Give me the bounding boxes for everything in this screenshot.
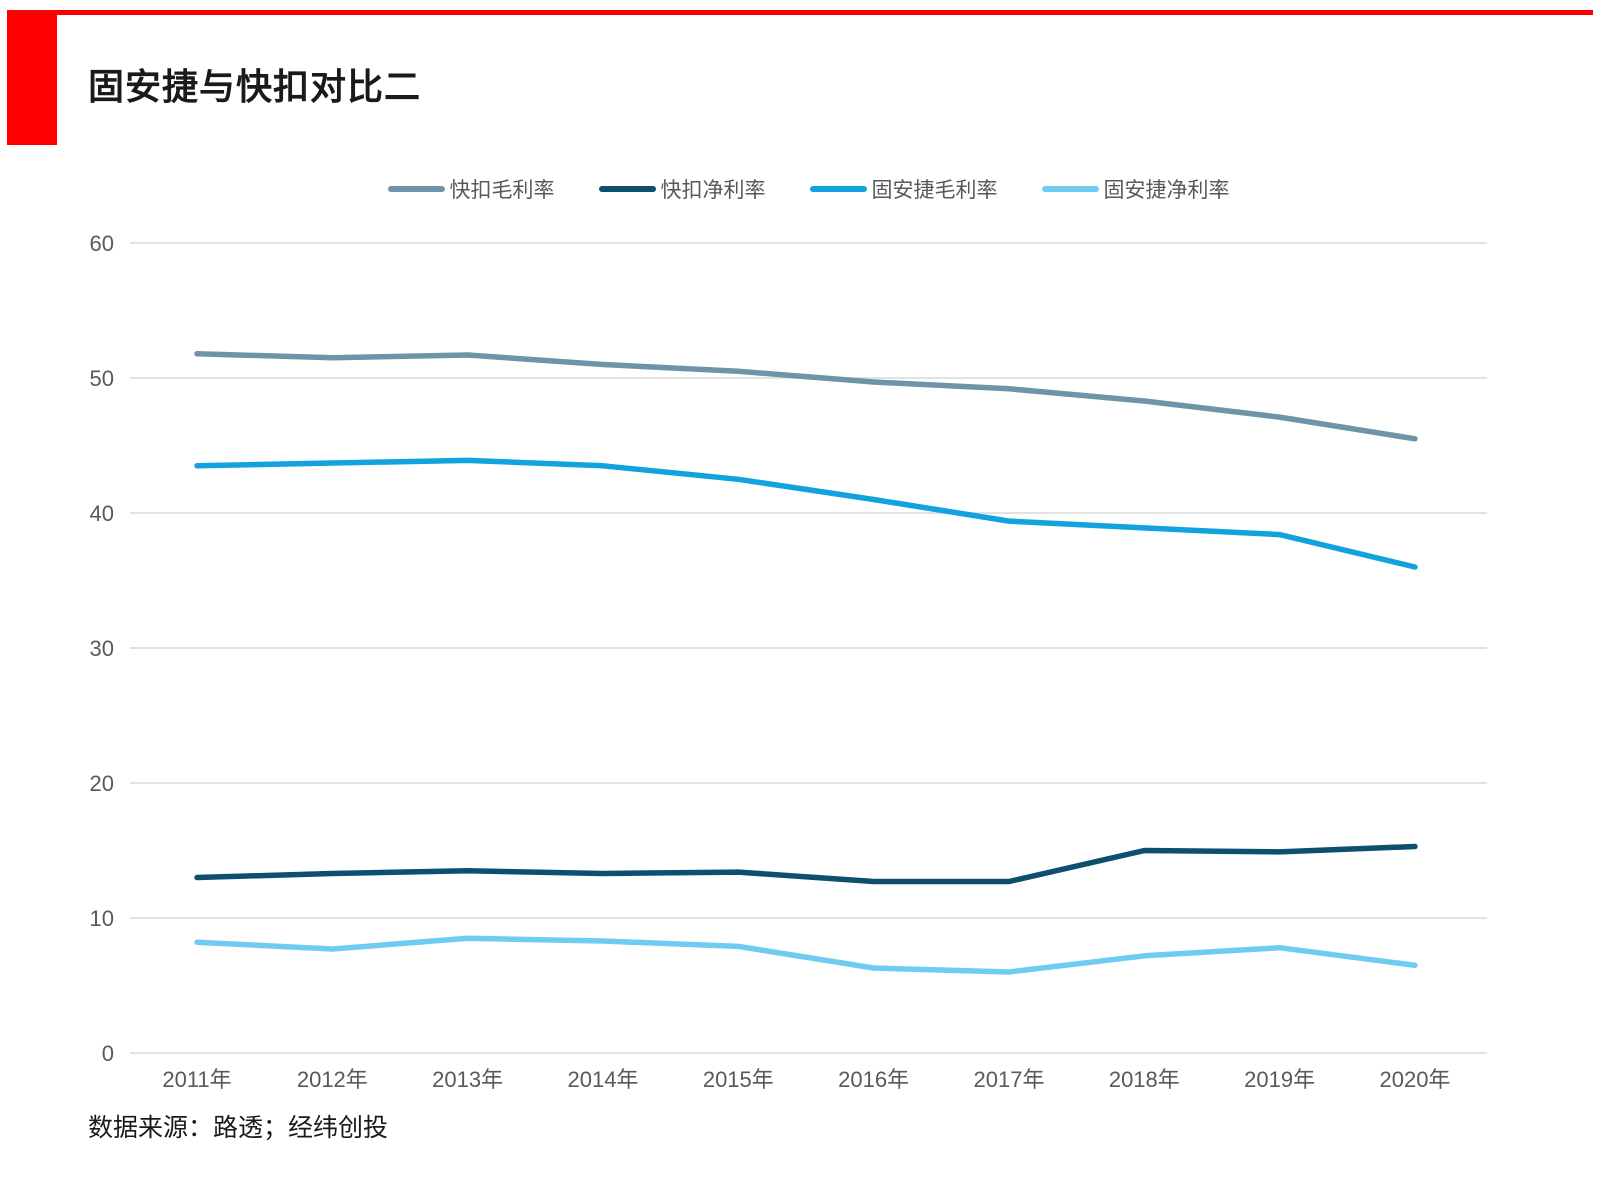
y-axis-tick-label: 40 [90, 501, 114, 526]
legend-item-3: 固安捷净利率 [1041, 174, 1230, 204]
x-axis-tick-label: 2018年 [1109, 1067, 1180, 1092]
x-axis-tick-label: 2019年 [1244, 1067, 1315, 1092]
y-axis-tick-label: 20 [90, 771, 114, 796]
top-red-rule [7, 10, 1593, 15]
legend-swatch-icon [1041, 186, 1099, 192]
x-axis-tick-label: 2013年 [432, 1067, 503, 1092]
x-axis-tick-label: 2016年 [838, 1067, 909, 1092]
legend-item-1: 快扣净利率 [598, 174, 766, 204]
legend-swatch-icon [387, 186, 445, 192]
red-accent-block [7, 13, 57, 145]
series-line-0 [194, 350, 1418, 442]
series-line-3 [194, 935, 1418, 975]
legend-label: 快扣毛利率 [449, 179, 555, 202]
legend-label: 固安捷净利率 [1103, 179, 1230, 202]
legend-item-0: 快扣毛利率 [387, 174, 555, 204]
legend-item-2: 固安捷毛利率 [809, 174, 998, 204]
x-axis-tick-label: 2011年 [162, 1067, 231, 1092]
chart-legend: 快扣毛利率 快扣净利率 固安捷毛利率 固安捷净利率 [130, 174, 1487, 204]
legend-label: 快扣净利率 [660, 179, 766, 202]
x-axis-tick-label: 2015年 [703, 1067, 774, 1092]
legend-swatch-icon [598, 186, 656, 192]
series-line-2 [194, 457, 1418, 570]
x-axis-tick-label: 2012年 [297, 1067, 368, 1092]
page-title: 固安捷与快扣对比二 [88, 66, 422, 107]
y-axis-tick-label: 10 [90, 906, 114, 931]
data-source-note: 数据来源：路透；经纬创投 [88, 1115, 389, 1142]
legend-label: 固安捷毛利率 [871, 179, 998, 202]
y-axis-tick-label: 30 [90, 636, 114, 661]
x-axis-tick-label: 2020年 [1379, 1067, 1450, 1092]
y-axis-tick-label: 50 [90, 366, 114, 391]
y-axis-tick-label: 0 [102, 1041, 114, 1066]
y-axis-tick-label: 60 [90, 231, 114, 256]
legend-swatch-icon [809, 186, 867, 192]
x-axis-tick-label: 2014年 [568, 1067, 639, 1092]
series-line-1 [194, 843, 1418, 885]
x-axis-tick-label: 2017年 [974, 1067, 1045, 1092]
